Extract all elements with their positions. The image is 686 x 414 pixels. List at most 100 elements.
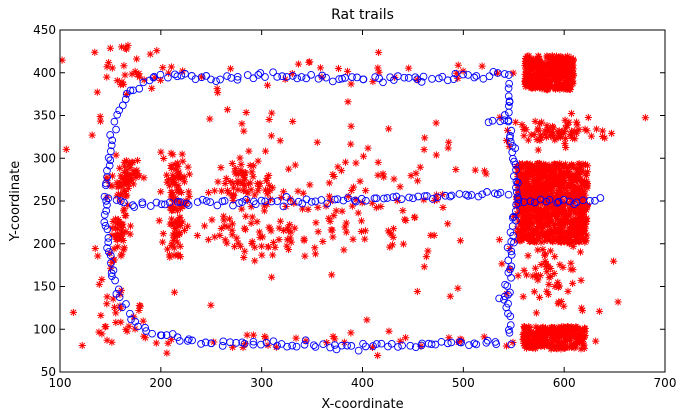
red-asterisk-point <box>536 56 544 64</box>
red-asterisk-point <box>548 52 556 60</box>
red-asterisk-point <box>140 76 148 84</box>
blue-circle-point <box>251 200 260 208</box>
red-asterisk-point <box>538 62 546 70</box>
blue-circle-point <box>103 244 111 252</box>
red-asterisk-point <box>168 176 176 184</box>
red-asterisk-point <box>525 52 533 60</box>
red-asterisk-point <box>368 343 377 352</box>
red-asterisk-point <box>522 168 530 176</box>
blue-circle-point <box>267 197 276 206</box>
red-asterisk-point <box>536 232 545 240</box>
red-asterisk-point <box>614 298 622 306</box>
red-asterisk-point <box>125 180 133 188</box>
red-asterisk-point <box>132 173 140 181</box>
red-asterisk-point <box>540 160 548 168</box>
blue-circle-point <box>173 72 182 81</box>
red-asterisk-point <box>548 68 556 76</box>
red-asterisk-point <box>534 191 542 199</box>
red-asterisk-point <box>171 229 179 237</box>
red-asterisk-point <box>341 223 349 231</box>
red-asterisk-point <box>126 172 135 180</box>
red-asterisk-point <box>386 243 394 251</box>
red-asterisk-point <box>158 238 167 246</box>
red-asterisk-point <box>577 198 585 206</box>
red-asterisk-point <box>543 232 551 241</box>
red-asterisk-point <box>526 75 534 83</box>
red-asterisk-point <box>577 225 585 234</box>
blue-circle-point <box>102 196 111 205</box>
red-asterisk-point <box>545 341 553 349</box>
red-asterisk-point <box>269 238 278 247</box>
red-asterisk-point <box>562 81 570 89</box>
red-asterisk-point <box>326 197 335 205</box>
red-asterisk-point <box>117 172 125 180</box>
red-asterisk-point <box>331 335 339 343</box>
red-asterisk-point <box>578 306 587 315</box>
red-asterisk-point <box>524 179 532 188</box>
red-asterisk-point <box>554 196 562 205</box>
red-asterisk-point <box>523 182 531 190</box>
red-asterisk-point <box>518 206 526 214</box>
blue-circle-point <box>341 74 349 82</box>
blue-circle-point <box>474 192 483 201</box>
blue-circle-point <box>106 131 115 139</box>
red-asterisk-point <box>214 89 222 97</box>
red-asterisk-point <box>518 160 527 168</box>
blue-circle-point <box>223 72 231 80</box>
red-asterisk-point <box>198 73 206 81</box>
red-asterisk-point <box>176 214 184 222</box>
red-asterisk-point <box>170 288 179 296</box>
red-asterisk-point <box>361 227 370 235</box>
blue-circle-point <box>507 237 516 246</box>
blue-circle-point <box>333 195 342 203</box>
blue-circle-point <box>108 136 117 145</box>
red-asterisk-point <box>238 205 246 213</box>
blue-circle-point <box>262 338 271 347</box>
red-asterisk-point <box>583 168 592 176</box>
red-asterisk-point <box>445 334 453 342</box>
red-asterisk-point <box>562 57 571 65</box>
red-asterisk-point <box>399 207 407 215</box>
blue-circle-point <box>379 78 387 87</box>
red-asterisk-point <box>294 187 302 195</box>
red-asterisk-point <box>541 71 549 80</box>
red-asterisk-point <box>284 227 292 235</box>
red-asterisk-point <box>580 178 588 186</box>
red-asterisk-point <box>106 249 114 257</box>
red-asterisk-point <box>389 233 397 241</box>
red-asterisk-point <box>277 193 285 202</box>
red-asterisk-point <box>379 170 387 178</box>
red-asterisk-point <box>121 179 129 187</box>
red-asterisk-point <box>140 174 148 182</box>
blue-circle-point <box>269 68 277 77</box>
red-asterisk-point <box>547 345 555 353</box>
red-asterisk-point <box>567 334 575 342</box>
blue-circle-point <box>386 73 394 82</box>
red-asterisk-point <box>534 208 543 217</box>
red-asterisk-point <box>208 216 216 224</box>
red-asterisk-point <box>112 224 120 232</box>
red-asterisk-point <box>581 220 590 228</box>
red-asterisk-point <box>519 162 527 170</box>
red-asterisk-point <box>228 159 236 168</box>
red-asterisk-point <box>385 327 393 335</box>
red-asterisk-point <box>534 178 542 186</box>
red-asterisk-point <box>228 220 237 228</box>
red-asterisk-point <box>582 215 590 223</box>
blue-circle-point <box>254 71 263 79</box>
red-asterisk-point <box>157 188 165 196</box>
blue-circle-point <box>331 195 339 204</box>
red-asterisk-point <box>173 238 181 246</box>
red-asterisk-point <box>539 172 547 181</box>
red-asterisk-point <box>541 63 549 72</box>
red-asterisk-point <box>471 166 479 174</box>
red-asterisk-point <box>554 200 563 209</box>
red-asterisk-point <box>328 226 336 234</box>
red-asterisk-point <box>547 264 555 273</box>
red-asterisk-point <box>207 301 215 309</box>
red-asterisk-point <box>537 174 545 182</box>
red-asterisk-point <box>550 160 559 168</box>
blue-circle-point <box>483 336 492 345</box>
red-asterisk-point <box>283 236 291 244</box>
red-asterisk-point <box>555 67 564 75</box>
